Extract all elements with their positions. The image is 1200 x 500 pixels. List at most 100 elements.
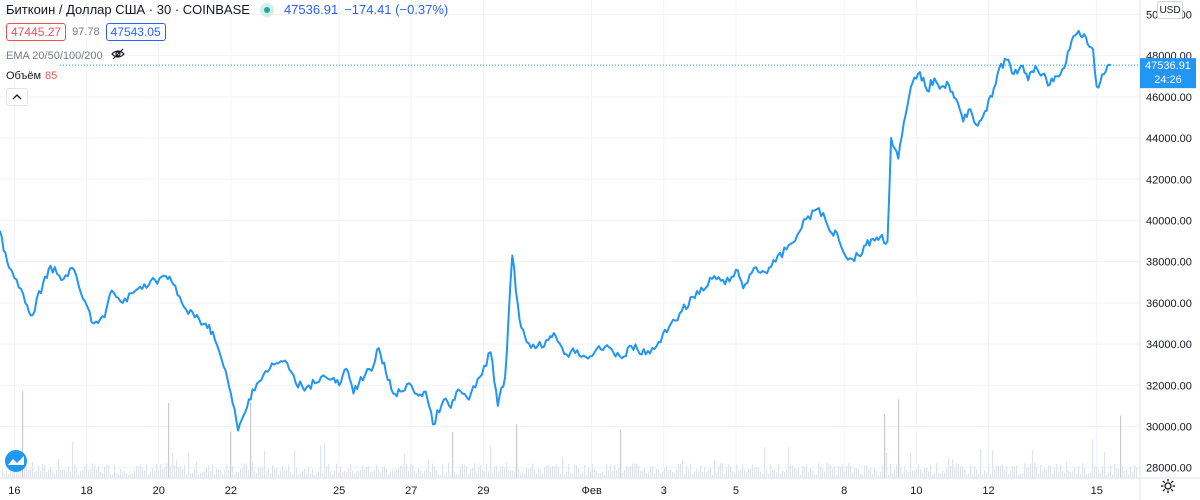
volume-bar	[626, 465, 628, 478]
buy-button[interactable]: 47543.05	[105, 23, 166, 41]
volume-bar	[700, 465, 702, 478]
volume-bar	[750, 468, 752, 478]
bar-countdown: 24:26	[1154, 74, 1182, 86]
tradingview-logo-icon[interactable]	[4, 450, 28, 477]
volume-bar	[1032, 449, 1034, 478]
volume-bar	[232, 466, 234, 478]
volume-bar	[360, 470, 362, 478]
time-tick-label: 29	[477, 485, 489, 497]
volume-bar	[612, 471, 614, 478]
volume-bar	[130, 473, 132, 478]
volume-bar	[864, 465, 866, 478]
volume-bar	[542, 473, 544, 478]
volume-bar	[634, 463, 636, 478]
volume-bar	[1044, 467, 1046, 478]
volume-bar	[564, 474, 566, 478]
volume-bar	[228, 470, 230, 478]
volume-bar	[1084, 468, 1086, 478]
volume-bar	[32, 461, 34, 478]
price-tick-label: 28000.00	[1146, 463, 1192, 475]
volume-bar	[428, 459, 430, 478]
eye-off-icon[interactable]	[110, 48, 125, 63]
volume-bar	[338, 473, 340, 478]
volume-bar	[818, 463, 820, 478]
volume-bar	[988, 463, 990, 478]
volume-bar	[1022, 473, 1024, 478]
volume-bar	[144, 470, 146, 478]
volume-bar	[26, 464, 28, 478]
volume-bar	[590, 471, 592, 478]
volume-bar	[204, 471, 206, 478]
volume-bar	[238, 472, 240, 478]
volume-bar	[1038, 473, 1040, 478]
volume-bar	[210, 470, 212, 478]
volume-bar	[616, 469, 618, 478]
volume-bar	[660, 472, 662, 478]
price-axis[interactable]: 28000.00 30000.00 32000.00 34000.00 36000.00…	[1146, 9, 1192, 474]
volume-bar	[884, 413, 886, 478]
volume-bar	[934, 473, 936, 478]
price-tick-label: 34000.00	[1146, 339, 1192, 351]
volume-bar	[470, 468, 472, 478]
volume-bar	[858, 469, 860, 478]
volume-bar	[582, 473, 584, 478]
volume-bar	[434, 466, 436, 478]
volume-bar	[260, 466, 262, 478]
price-tick-label: 46000.00	[1146, 92, 1192, 104]
volume-bar	[720, 463, 722, 478]
volume-legend[interactable]: Объём 85	[6, 70, 57, 82]
volume-bar	[218, 470, 220, 478]
volume-bar	[836, 474, 838, 478]
sell-button[interactable]: 47445.27	[6, 23, 67, 41]
volume-bar	[1114, 464, 1116, 478]
volume-bar	[572, 473, 574, 478]
volume-bar	[382, 466, 384, 478]
volume-bar	[728, 464, 730, 478]
volume-bar	[310, 473, 312, 478]
volume-bar	[920, 469, 922, 478]
volume-bar	[392, 469, 394, 478]
volume-bar	[566, 471, 568, 478]
volume-bar	[822, 468, 824, 478]
volume-bar	[716, 472, 718, 478]
volume-bar	[246, 463, 248, 478]
volume-bar	[1098, 469, 1100, 478]
volume-bar	[24, 463, 26, 478]
volume-bar	[88, 470, 90, 478]
volume-bar	[344, 471, 346, 478]
volume-bar	[784, 471, 786, 478]
gear-icon[interactable]	[1160, 478, 1176, 499]
volume-bar	[300, 473, 302, 478]
volume-bar	[334, 470, 336, 478]
volume-bar	[760, 471, 762, 478]
volume-bar	[324, 443, 326, 478]
volume-bar	[910, 453, 912, 478]
time-axis[interactable]: 16 18 20 22 25 27 29 Фев 3 5 8 10 12 15	[8, 485, 1103, 497]
volume-bar	[710, 467, 712, 478]
volume-bar	[408, 471, 410, 478]
market-status-icon[interactable]	[259, 2, 274, 17]
currency-button[interactable]: USD	[1157, 1, 1183, 19]
volume-bar	[588, 467, 590, 478]
volume-bar	[1082, 463, 1084, 478]
volume-bar	[256, 473, 258, 478]
volume-bar	[536, 473, 538, 478]
volume-bar	[540, 469, 542, 478]
volume-bar	[454, 471, 456, 478]
volume-bar	[538, 468, 540, 478]
volume-bar	[1118, 469, 1120, 478]
volume-bar	[220, 471, 222, 478]
volume-bar	[274, 468, 276, 478]
volume-bar	[468, 473, 470, 478]
volume-bar	[380, 472, 382, 478]
collapse-legend-button[interactable]	[6, 88, 28, 106]
ema-indicator-legend[interactable]: EMA 20/50/100/200	[6, 48, 125, 63]
price-tick-label: 44000.00	[1146, 133, 1192, 145]
volume-bar	[348, 468, 350, 478]
price-line	[0, 29, 1112, 432]
volume-bar	[628, 466, 630, 478]
volume-bar	[186, 474, 188, 478]
volume-bar	[446, 472, 448, 478]
symbol-title[interactable]: Биткоин / Доллар США · 30 · COINBASE	[6, 2, 250, 17]
